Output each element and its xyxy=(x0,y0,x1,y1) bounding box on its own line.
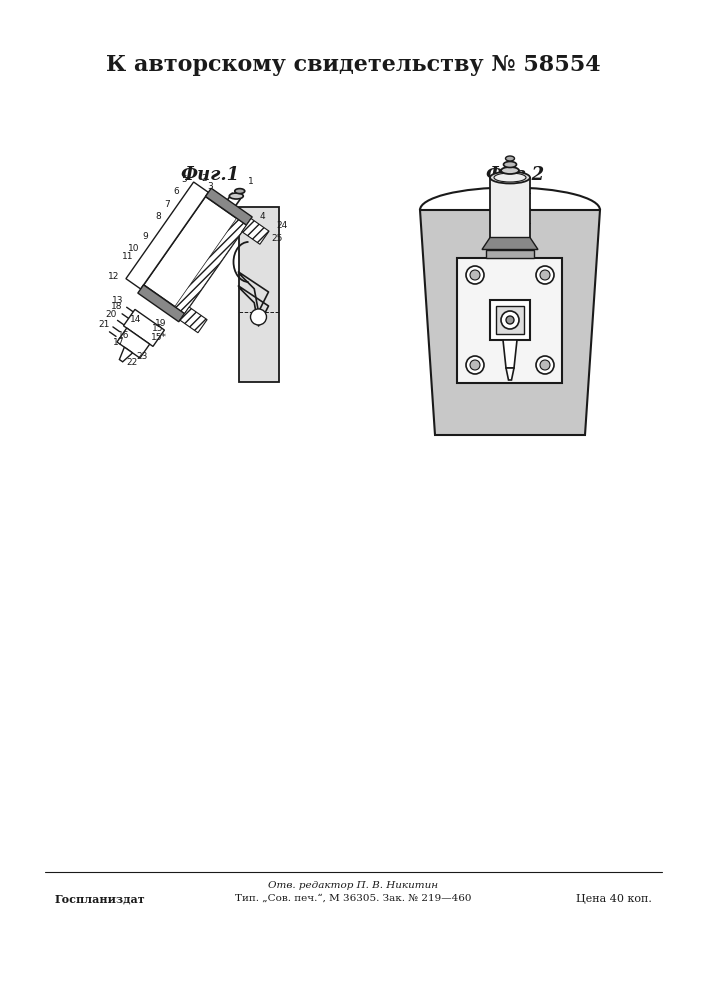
Ellipse shape xyxy=(490,172,530,184)
Text: Фиг.1: Фиг.1 xyxy=(180,166,240,184)
Circle shape xyxy=(470,270,480,280)
Polygon shape xyxy=(138,285,185,322)
Circle shape xyxy=(466,356,484,374)
Circle shape xyxy=(250,309,267,325)
Polygon shape xyxy=(420,210,600,435)
Text: 6: 6 xyxy=(173,187,179,196)
Ellipse shape xyxy=(503,161,517,167)
Text: 25: 25 xyxy=(271,234,282,243)
Circle shape xyxy=(540,270,550,280)
Ellipse shape xyxy=(229,193,243,199)
Circle shape xyxy=(536,266,554,284)
Bar xyxy=(496,306,524,334)
Text: 10: 10 xyxy=(128,244,139,253)
Text: 12: 12 xyxy=(108,272,119,281)
Text: 24: 24 xyxy=(276,221,288,230)
Text: 15*: 15* xyxy=(151,333,168,342)
Text: 21: 21 xyxy=(98,320,110,329)
Polygon shape xyxy=(126,182,209,289)
Polygon shape xyxy=(119,347,132,362)
Text: Отв. редактор П. В. Никитин: Отв. редактор П. В. Никитин xyxy=(268,881,438,890)
Text: 23: 23 xyxy=(136,352,147,361)
Polygon shape xyxy=(175,218,247,314)
Text: 15: 15 xyxy=(152,324,163,333)
Text: К авторскому свидетельству № 58554: К авторскому свидетельству № 58554 xyxy=(105,54,600,76)
Polygon shape xyxy=(206,188,252,225)
Text: 14: 14 xyxy=(129,315,141,324)
Ellipse shape xyxy=(501,167,519,174)
Text: 3: 3 xyxy=(208,182,214,191)
Circle shape xyxy=(506,316,514,324)
Bar xyxy=(457,257,563,382)
Bar xyxy=(490,300,530,340)
Text: 1: 1 xyxy=(248,177,254,186)
Polygon shape xyxy=(506,368,514,380)
Polygon shape xyxy=(486,249,534,257)
Text: 2: 2 xyxy=(201,174,207,183)
Text: 18: 18 xyxy=(110,302,122,311)
Text: 8: 8 xyxy=(156,212,161,221)
Text: 7: 7 xyxy=(165,200,170,209)
Circle shape xyxy=(501,311,519,329)
Polygon shape xyxy=(238,207,279,382)
Text: Тип. „Сов. печ.“, М 36305. Зак. № 219—460: Тип. „Сов. печ.“, М 36305. Зак. № 219—46… xyxy=(235,894,472,903)
Text: 9: 9 xyxy=(142,232,148,241)
Polygon shape xyxy=(503,340,517,368)
Text: 13: 13 xyxy=(112,296,124,305)
Polygon shape xyxy=(242,219,269,244)
Text: 11: 11 xyxy=(122,252,134,261)
Ellipse shape xyxy=(235,189,245,194)
Text: 16: 16 xyxy=(118,331,129,340)
Circle shape xyxy=(536,356,554,374)
Text: Фиг.2: Фиг.2 xyxy=(486,166,544,184)
Text: 5: 5 xyxy=(182,175,187,184)
Polygon shape xyxy=(117,328,150,358)
Text: Цена 40 коп.: Цена 40 коп. xyxy=(576,894,652,904)
Ellipse shape xyxy=(506,156,515,161)
Text: 4: 4 xyxy=(259,212,265,221)
Polygon shape xyxy=(482,237,538,249)
Text: Госпланиздат: Госпланиздат xyxy=(55,894,146,905)
Text: 20: 20 xyxy=(105,310,116,319)
Polygon shape xyxy=(144,196,247,314)
Circle shape xyxy=(470,360,480,370)
Text: 17: 17 xyxy=(113,338,125,347)
Text: 19: 19 xyxy=(156,319,167,328)
Circle shape xyxy=(540,360,550,370)
Circle shape xyxy=(466,266,484,284)
Ellipse shape xyxy=(494,173,526,182)
Polygon shape xyxy=(180,307,207,333)
Bar xyxy=(490,178,530,237)
Text: 22: 22 xyxy=(127,358,138,367)
Polygon shape xyxy=(124,309,165,346)
